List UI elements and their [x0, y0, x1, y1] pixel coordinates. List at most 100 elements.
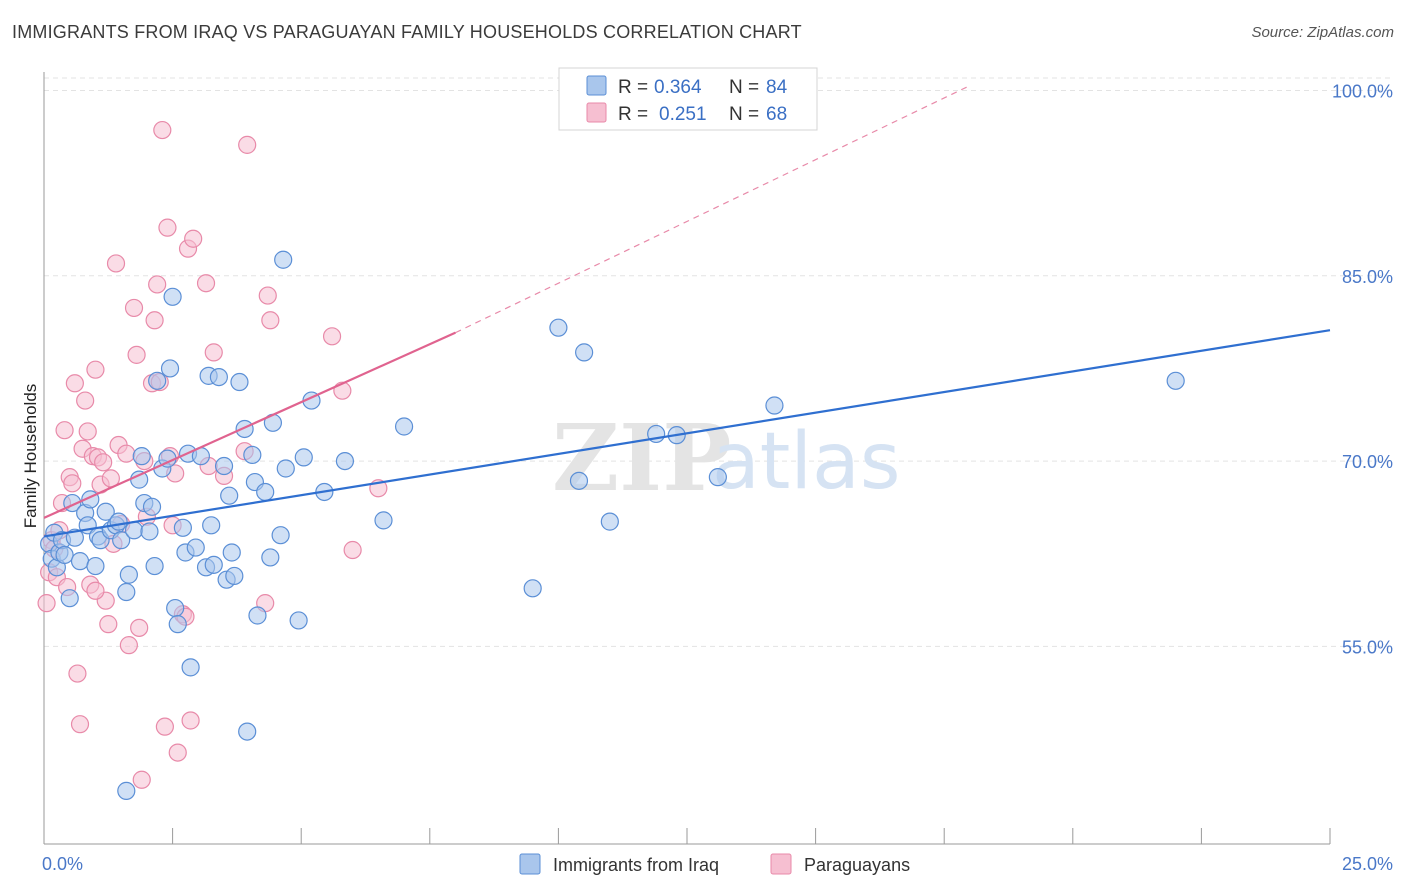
legend-n-value-blue: 84	[766, 77, 788, 98]
point-iraq	[130, 470, 149, 489]
trend-layer	[43, 85, 1331, 538]
x-tick-label: 0.0%	[42, 854, 83, 874]
point-iraq	[119, 565, 138, 584]
point-paraguayans	[130, 618, 149, 637]
point-iraq	[276, 459, 295, 478]
point-iraq	[222, 543, 241, 562]
bottom-legend: Immigrants from Iraq Paraguayans	[519, 853, 910, 875]
point-iraq	[765, 396, 784, 415]
point-iraq	[168, 615, 187, 634]
y-tick-label: 70.0%	[1342, 452, 1393, 472]
point-iraq	[256, 482, 275, 502]
point-iraq	[600, 512, 619, 531]
point-paraguayans	[76, 391, 95, 410]
point-iraq	[274, 250, 293, 269]
point-paraguayans	[78, 422, 97, 441]
point-paraguayans	[148, 275, 167, 294]
point-iraq	[549, 318, 568, 337]
point-iraq	[238, 722, 257, 741]
x-tick-label: 25.0%	[1342, 854, 1393, 874]
point-iraq	[117, 582, 136, 602]
legend-n-value-pink: 68	[766, 104, 787, 125]
point-paraguayans	[37, 594, 56, 613]
points-iraq	[40, 250, 1185, 800]
point-iraq	[708, 468, 727, 487]
axis-layer: 55.0% 70.0% 85.0% 100.0% 0.0% 25.0%	[42, 72, 1393, 874]
point-iraq	[523, 579, 542, 598]
point-iraq	[163, 287, 182, 306]
legend-r-label-blue: R =	[618, 77, 648, 98]
point-iraq	[230, 372, 249, 392]
trend-line-paraguayans-extension	[455, 85, 971, 334]
point-paraguayans	[124, 298, 144, 318]
point-iraq	[109, 512, 128, 531]
point-iraq	[166, 598, 185, 618]
point-paraguayans	[155, 717, 174, 736]
point-iraq	[145, 556, 164, 576]
top-legend: R = 0.364 N = 84 R = 0.251 N = 68	[558, 67, 818, 131]
point-paraguayans	[99, 615, 118, 634]
point-iraq	[86, 556, 105, 576]
point-iraq	[96, 502, 115, 521]
point-paraguayans	[55, 421, 74, 440]
point-iraq	[394, 417, 414, 436]
watermark: ZIP atlas	[552, 404, 901, 512]
point-paraguayans	[204, 343, 223, 362]
point-iraq	[173, 518, 192, 537]
bottom-legend-label-paraguayans: Paraguayans	[804, 855, 910, 875]
point-iraq	[261, 548, 280, 567]
point-paraguayans	[119, 636, 138, 655]
point-iraq	[142, 497, 162, 516]
bottom-legend-swatch-paraguayans	[770, 853, 792, 875]
points-paraguayans	[37, 120, 388, 789]
point-paraguayans	[258, 286, 277, 305]
point-iraq	[569, 471, 589, 490]
watermark-zip: ZIP	[552, 404, 731, 512]
chart-source: Source: ZipAtlas.com	[1251, 24, 1394, 41]
point-iraq	[117, 781, 136, 800]
point-iraq	[186, 538, 205, 557]
point-paraguayans	[86, 581, 105, 600]
point-iraq	[70, 552, 90, 571]
point-iraq	[181, 658, 200, 677]
point-iraq	[271, 526, 290, 545]
point-paraguayans	[158, 218, 177, 237]
point-iraq	[124, 521, 144, 540]
point-iraq	[235, 419, 254, 439]
point-paraguayans	[181, 711, 200, 730]
chart-title: IMMIGRANTS FROM IRAQ VS PARAGUAYAN FAMIL…	[12, 22, 802, 42]
point-iraq	[60, 589, 79, 608]
point-paraguayans	[117, 444, 136, 463]
point-paraguayans	[86, 360, 105, 379]
point-iraq	[214, 456, 234, 476]
point-iraq	[289, 611, 308, 630]
point-iraq	[160, 359, 180, 378]
point-paraguayans	[68, 664, 87, 683]
watermark-atlas: atlas	[712, 417, 901, 507]
point-paraguayans	[145, 311, 164, 330]
point-iraq	[294, 448, 313, 467]
point-iraq	[132, 447, 151, 466]
point-paraguayans	[65, 374, 84, 393]
legend-r-label-pink: R =	[618, 104, 648, 125]
point-iraq	[225, 566, 244, 586]
point-iraq	[1166, 371, 1185, 390]
point-iraq	[220, 486, 239, 505]
point-iraq	[140, 522, 159, 541]
point-paraguayans	[238, 135, 257, 154]
point-paraguayans	[168, 743, 187, 762]
point-paraguayans	[261, 311, 280, 330]
trend-line-paraguayans	[43, 331, 456, 519]
point-paraguayans	[153, 120, 172, 140]
trend-line-iraq	[43, 329, 1331, 538]
legend-r-value-pink: 0.251	[659, 104, 707, 125]
legend-r-value-blue: 0.364	[654, 77, 702, 98]
point-paraguayans	[94, 453, 113, 472]
point-iraq	[575, 343, 594, 362]
point-iraq	[148, 371, 167, 390]
point-iraq	[374, 511, 393, 530]
point-paraguayans	[184, 229, 203, 248]
point-paraguayans	[196, 274, 216, 293]
legend-swatch-blue	[586, 75, 607, 96]
